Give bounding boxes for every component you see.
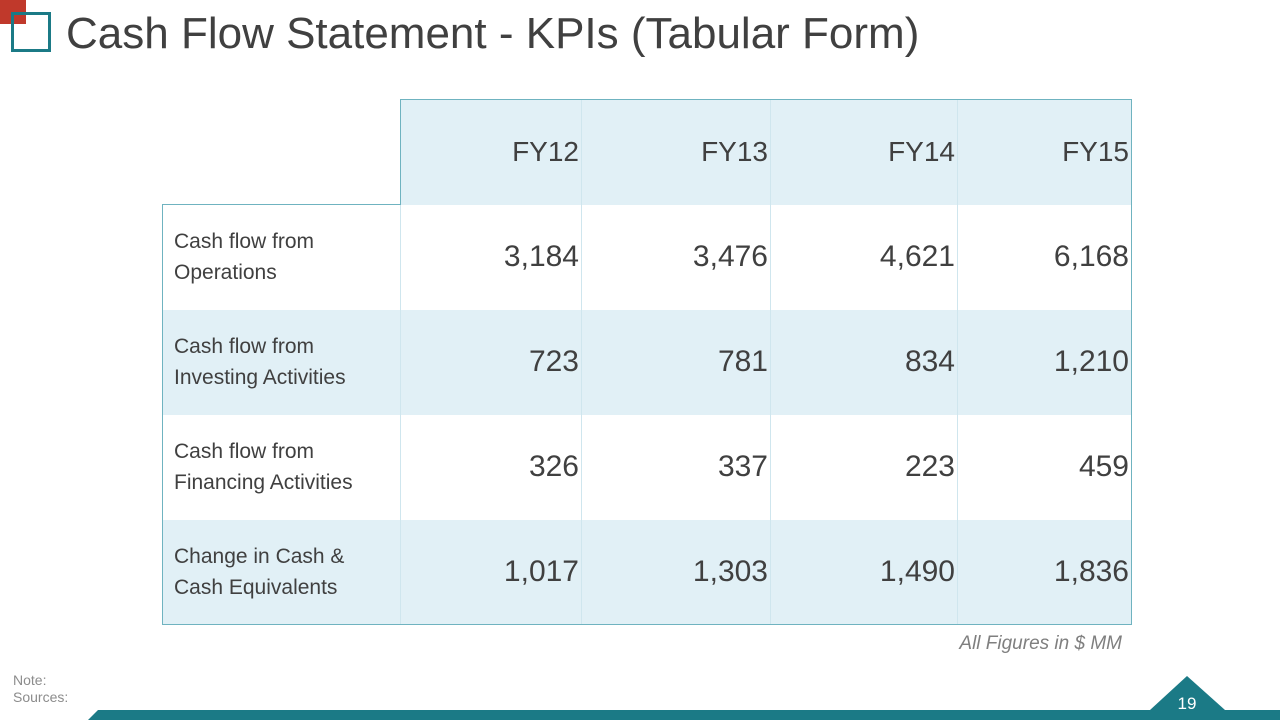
table-cell-value: 1,210	[957, 309, 1132, 415]
cash-flow-kpi-table: FY12 FY13 FY14 FY15 Cash flow from Opera…	[162, 99, 1132, 625]
table-row-change-in-cash: Change in Cash & Cash Equivalents 1,017 …	[162, 519, 1132, 625]
table-cell-value: 3,476	[581, 204, 771, 310]
row-label-line1: Change in Cash &	[174, 544, 345, 568]
table-row-investing: Cash flow from Investing Activities 723 …	[162, 309, 1132, 415]
row-label-change-in-cash: Change in Cash & Cash Equivalents	[162, 519, 401, 625]
row-label-line2: Cash Equivalents	[174, 575, 338, 599]
table-cell-value: 1,017	[400, 519, 582, 625]
table-cell-value: 459	[957, 414, 1132, 520]
note-label: Note:	[13, 672, 47, 688]
logo-mark	[0, 0, 60, 60]
page-number-badge	[1150, 676, 1225, 720]
page-number: 19	[1177, 694, 1197, 713]
table-cell-value: 834	[770, 309, 958, 415]
sources-label: Sources:	[13, 689, 69, 705]
table-row-financing: Cash flow from Financing Activities 326 …	[162, 414, 1132, 520]
footer-bar	[88, 710, 1280, 720]
row-label-financing: Cash flow from Financing Activities	[162, 414, 401, 520]
row-label-line1: Cash flow from	[174, 335, 315, 358]
column-header-fy12: FY12	[400, 99, 582, 205]
page-title: Cash Flow Statement - KPIs (Tabular Form…	[66, 9, 920, 58]
table-cell-value: 3,184	[400, 204, 582, 310]
note-sources: Note: Sources:	[13, 672, 68, 706]
table-cell-value: 1,303	[581, 519, 771, 625]
table-cell-value: 4,621	[770, 204, 958, 310]
table-cell-value: 1,836	[957, 519, 1132, 625]
figures-unit-note: All Figures in $ MM	[959, 633, 1122, 654]
table-cell-value: 326	[400, 414, 582, 520]
row-label-line2: Financing Activities	[174, 471, 353, 494]
table-cell-value: 6,168	[957, 204, 1132, 310]
column-header-fy14: FY14	[770, 99, 958, 205]
column-header-fy15: FY15	[957, 99, 1132, 205]
row-label-line2: Investing Activities	[174, 366, 346, 389]
table-cell-value: 223	[770, 414, 958, 520]
table-header-row: FY12 FY13 FY14 FY15	[162, 99, 1132, 205]
column-header-fy13: FY13	[581, 99, 771, 205]
table-cell-value: 337	[581, 414, 771, 520]
table-cell-value: 723	[400, 309, 582, 415]
row-label-line1: Cash flow from	[174, 230, 315, 254]
row-label-line2: Operations	[174, 261, 277, 285]
table-cell-value: 1,490	[770, 519, 958, 625]
table-cell-value: 781	[581, 309, 771, 415]
row-label-investing: Cash flow from Investing Activities	[162, 309, 401, 415]
table-row-operations: Cash flow from Operations 3,184 3,476 4,…	[162, 204, 1132, 310]
table-corner-cell	[162, 99, 401, 205]
logo-outline-square	[11, 12, 51, 52]
row-label-line1: Cash flow from	[174, 440, 315, 463]
row-label-operations: Cash flow from Operations	[162, 204, 401, 310]
